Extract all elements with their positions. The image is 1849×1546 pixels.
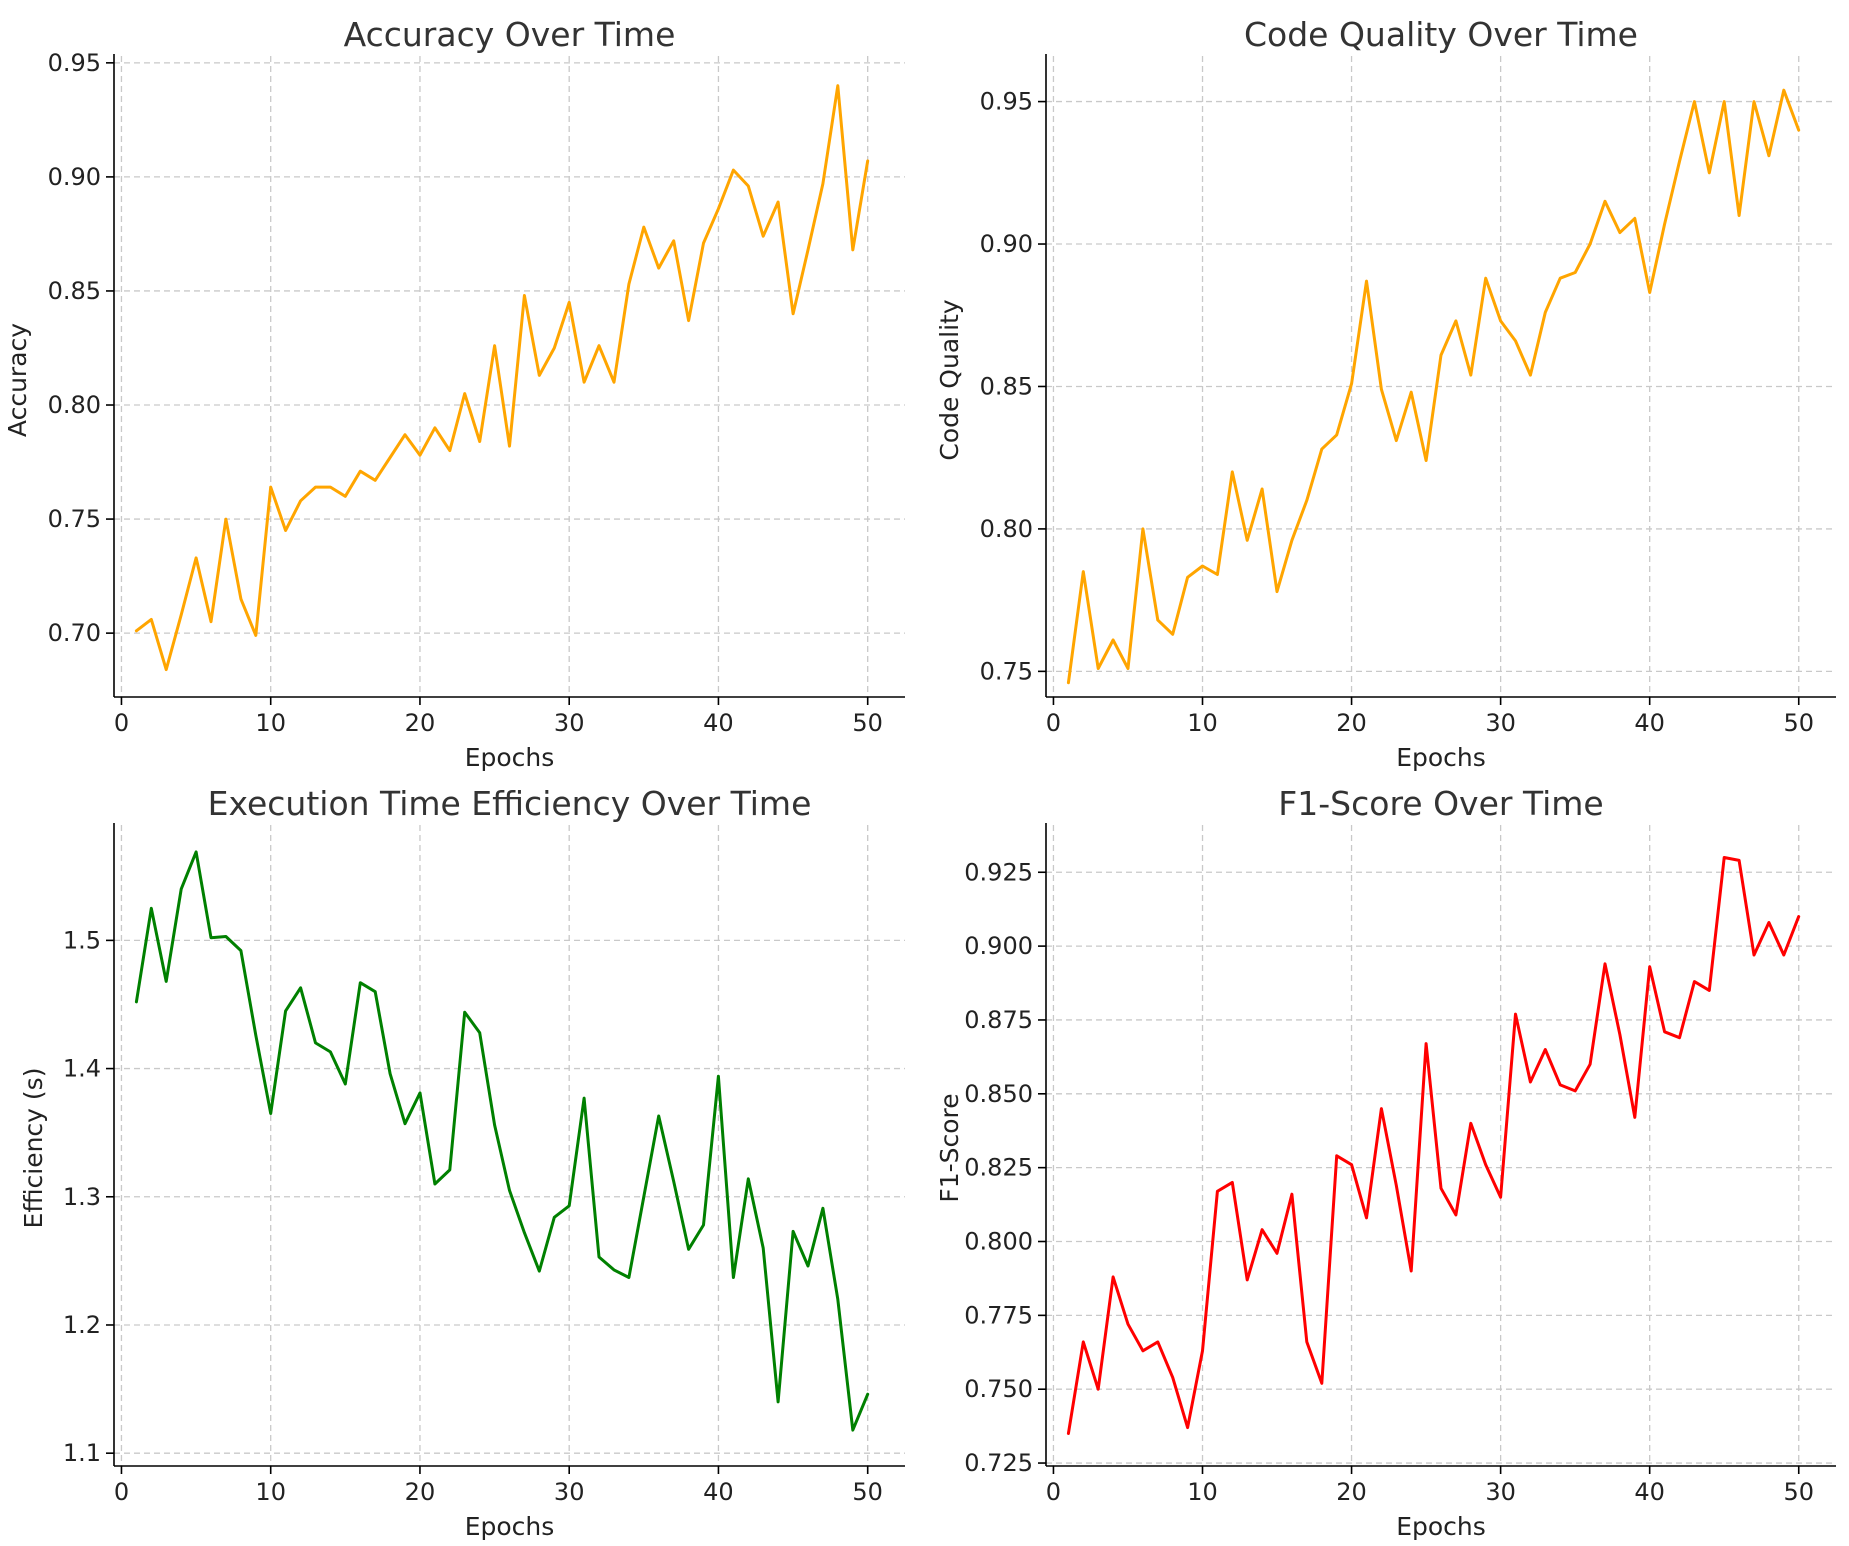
y-axis-title: Efficiency (s) [19, 1068, 48, 1229]
y-tick-label: 0.90 [48, 163, 101, 191]
x-axis-title: Epochs [1396, 743, 1486, 772]
y-tick-label: 0.875 [964, 1006, 1033, 1034]
x-tick-label: 50 [852, 709, 883, 737]
x-tick-label: 0 [1046, 1478, 1061, 1506]
y-tick-label: 0.90 [980, 230, 1033, 258]
x-tick-label: 20 [405, 709, 436, 737]
y-tick-label: 1.3 [63, 1183, 101, 1211]
x-tick-label: 0 [114, 1478, 129, 1506]
series-line [134, 84, 870, 672]
chart-title: Accuracy Over Time [344, 15, 676, 54]
y-tick-label: 0.75 [980, 657, 1033, 685]
y-tick-label: 1.4 [63, 1055, 101, 1083]
gridlines [114, 56, 905, 697]
x-tick-label: 40 [703, 709, 734, 737]
x-tick-label: 30 [554, 709, 585, 737]
gridlines [1046, 56, 1836, 697]
x-tick-label: 50 [1783, 1478, 1814, 1506]
x-tick-label: 40 [1634, 709, 1665, 737]
chart-title: Code Quality Over Time [1244, 15, 1638, 54]
y-tick-label: 0.750 [964, 1375, 1033, 1403]
y-tick-label: 0.80 [980, 515, 1033, 543]
y-tick-label: 0.725 [964, 1449, 1033, 1477]
y-axis-title: Accuracy [3, 323, 32, 437]
series-line [1066, 88, 1801, 685]
x-tick-label: 20 [405, 1478, 436, 1506]
x-tick-label: 40 [703, 1478, 734, 1506]
y-axis-title: Code Quality [935, 299, 964, 460]
y-tick-label: 0.800 [964, 1228, 1033, 1256]
y-tick-label: 0.775 [964, 1301, 1033, 1329]
x-axis-title: Epochs [465, 1512, 555, 1541]
y-tick-label: 0.925 [964, 858, 1033, 886]
y-tick-label: 0.70 [48, 619, 101, 647]
x-axis-title: Epochs [1396, 1512, 1486, 1541]
y-tick-label: 0.85 [980, 372, 1033, 400]
series-line [1066, 856, 1801, 1435]
x-tick-label: 0 [1046, 709, 1061, 737]
x-tick-label: 10 [1187, 1478, 1218, 1506]
x-axis-title: Epochs [465, 743, 555, 772]
y-tick-label: 0.75 [48, 505, 101, 533]
x-tick-label: 0 [114, 709, 129, 737]
y-tick-label: 1.2 [63, 1311, 101, 1339]
x-tick-label: 30 [554, 1478, 585, 1506]
y-tick-label: 0.85 [48, 277, 101, 305]
chart-panel-1: 0 10 20 30 40 50 0.70 0.75 0.80 0.85 0.90 0.95 Accur… [3, 15, 905, 772]
y-tick-label: 0.80 [48, 391, 101, 419]
y-axis-title: F1-Score [935, 1093, 964, 1202]
chart-panel-2: 0 10 20 30 40 50 0.75 0.80 0.85 0.90 0.95 Code Qual… [935, 15, 1836, 772]
x-tick-label: 20 [1336, 1478, 1367, 1506]
x-tick-label: 10 [1187, 709, 1218, 737]
y-tick-label: 0.95 [980, 88, 1033, 116]
gridlines [114, 825, 905, 1466]
y-tick-label: 0.900 [964, 932, 1033, 960]
x-tick-label: 20 [1336, 709, 1367, 737]
x-tick-label: 10 [255, 1478, 286, 1506]
x-tick-label: 50 [1783, 709, 1814, 737]
y-tick-label: 1.1 [63, 1439, 101, 1467]
x-tick-label: 10 [255, 709, 286, 737]
series-line [134, 850, 870, 1432]
chart-title: F1-Score Over Time [1278, 784, 1603, 823]
chart-title: Execution Time Efficiency Over Time [208, 784, 812, 823]
y-tick-label: 0.825 [964, 1154, 1033, 1182]
y-tick-label: 0.95 [48, 49, 101, 77]
chart-panel-4: 0 10 20 30 40 50 0.725 0.750 0.775 0.800 0.825 0.85… [935, 784, 1836, 1541]
gridlines [1046, 825, 1836, 1466]
x-tick-label: 50 [852, 1478, 883, 1506]
y-tick-label: 0.850 [964, 1080, 1033, 1108]
x-tick-label: 40 [1634, 1478, 1665, 1506]
x-tick-label: 30 [1485, 709, 1516, 737]
x-tick-label: 30 [1485, 1478, 1516, 1506]
y-tick-label: 1.5 [63, 926, 101, 954]
chart-panel-3: 0 10 20 30 40 50 1.1 1.2 1.3 1.4 1.5 Execution Time… [19, 784, 905, 1541]
